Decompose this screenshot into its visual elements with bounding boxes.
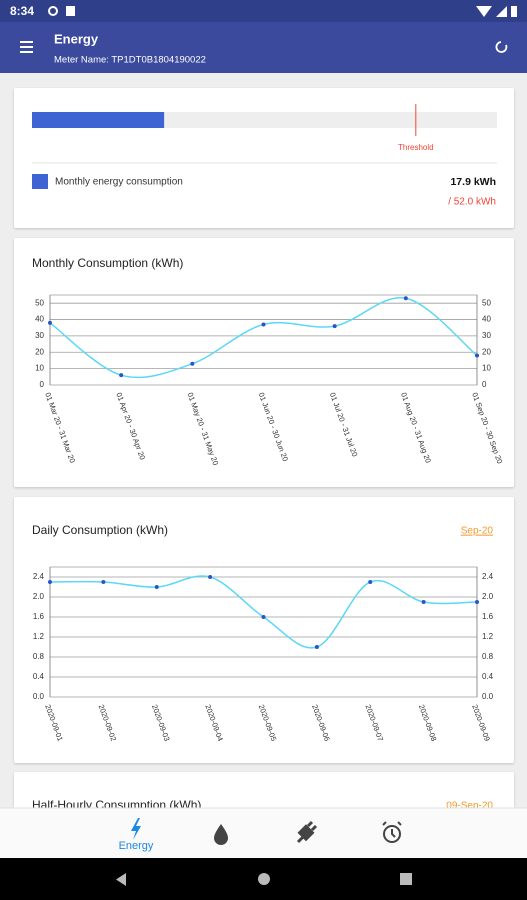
data-point — [101, 580, 106, 584]
data-point — [368, 580, 373, 584]
notification-icon — [66, 6, 75, 16]
legend-label: Monthly energy consumption — [55, 177, 183, 188]
recents-button[interactable] — [400, 873, 412, 885]
app-title: Energy — [54, 31, 99, 46]
clock: 8:34 — [10, 4, 34, 18]
y-tick-label: 1.2 — [33, 632, 45, 641]
y-tick-label: 20 — [482, 347, 491, 356]
y-tick-label: 50 — [482, 298, 491, 307]
meter-name: Meter Name: TP1DT0B1804190022 — [54, 55, 206, 66]
status-bar — [0, 0, 527, 22]
y-tick-label: 2.4 — [482, 572, 494, 581]
y-tick-label: 0.8 — [33, 652, 45, 661]
data-point — [48, 580, 52, 584]
y-tick-label: 2.0 — [482, 592, 494, 601]
progress-fill — [32, 112, 165, 128]
threshold-label: Threshold — [398, 143, 434, 152]
period-link[interactable]: 09-Sep-20 — [446, 801, 493, 812]
nav-energy[interactable]: Energy — [119, 818, 154, 852]
data-point — [475, 600, 479, 604]
y-tick-label: 1.6 — [482, 612, 494, 621]
legend-swatch — [32, 174, 48, 189]
y-tick-label: 2.4 — [33, 572, 45, 581]
y-tick-label: 20 — [35, 347, 44, 356]
data-point — [154, 585, 159, 589]
data-point — [48, 320, 52, 325]
y-tick-label: 0.8 — [482, 652, 494, 661]
home-button[interactable] — [258, 873, 270, 885]
threshold-value: / 52.0 kWh — [448, 197, 496, 208]
data-point — [403, 296, 408, 301]
nav-label: Energy — [119, 840, 154, 852]
y-tick-label: 0.4 — [33, 672, 45, 681]
back-button[interactable] — [116, 873, 126, 886]
usage-value: 17.9 kWh — [450, 176, 496, 188]
data-point — [314, 645, 319, 649]
bottom-nav — [0, 808, 527, 858]
data-point — [332, 324, 337, 329]
data-point — [208, 575, 213, 579]
y-tick-label: 2.0 — [33, 592, 45, 601]
battery-icon — [511, 6, 517, 17]
data-point — [261, 615, 266, 619]
y-tick-label: 0.0 — [482, 692, 494, 701]
y-tick-label: 40 — [35, 315, 44, 324]
usage-card — [14, 88, 514, 228]
settings-icon — [48, 6, 58, 16]
y-tick-label: 50 — [35, 298, 44, 307]
line-series — [49, 575, 478, 649]
y-tick-label: 0 — [482, 380, 487, 389]
nav-plug[interactable] — [296, 820, 318, 844]
y-tick-label: 0.4 — [482, 672, 494, 681]
card-title: Daily Consumption (kWh) — [32, 523, 168, 537]
y-tick-label: 10 — [35, 364, 44, 373]
data-point — [421, 600, 426, 604]
y-tick-label: 30 — [482, 331, 491, 340]
card-title: Monthly Consumption (kWh) — [32, 256, 183, 270]
y-tick-label: 1.2 — [482, 632, 494, 641]
nav-alarm[interactable] — [382, 821, 402, 843]
menu-button[interactable] — [20, 41, 33, 53]
daily-card — [14, 497, 514, 763]
data-point — [119, 373, 124, 378]
wifi-icon — [476, 6, 492, 17]
refresh-button[interactable] — [495, 41, 508, 53]
data-point — [475, 353, 479, 358]
data-point — [261, 322, 266, 327]
signal-icon — [496, 6, 507, 17]
y-tick-label: 0.0 — [33, 692, 45, 701]
y-tick-label: 1.6 — [33, 612, 45, 621]
monthly-card — [14, 238, 514, 487]
data-point — [190, 361, 195, 366]
y-tick-label: 40 — [482, 315, 491, 324]
y-tick-label: 10 — [482, 364, 491, 373]
y-tick-label: 30 — [35, 331, 44, 340]
app-bar — [0, 22, 527, 73]
y-tick-label: 0 — [40, 380, 45, 389]
nav-water[interactable] — [214, 824, 228, 845]
period-link[interactable]: Sep-20 — [461, 526, 494, 537]
